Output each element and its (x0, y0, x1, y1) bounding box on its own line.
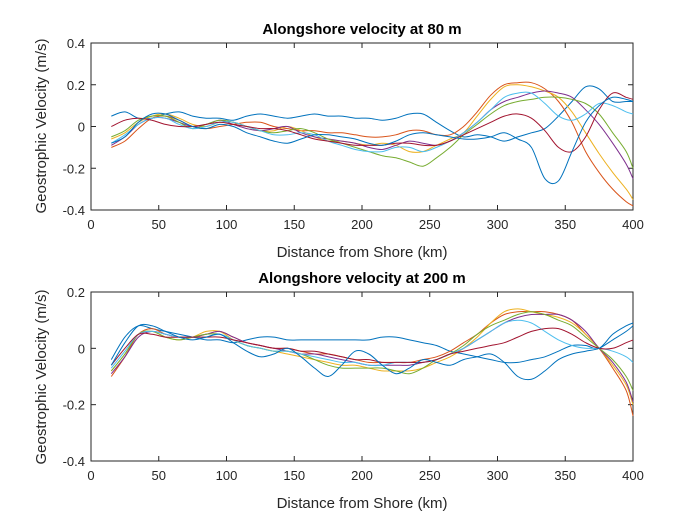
x-axis-label: Distance from Shore (km) (277, 495, 448, 512)
series-line-5 (110, 311, 634, 391)
chart-velocity-80m: Alongshore velocity at 80 m Distance fro… (33, 21, 644, 261)
x-tick-label: 150 (283, 468, 305, 483)
x-tick-label: 200 (351, 468, 373, 483)
y-tick-label: -0.2 (63, 398, 85, 413)
y-tick-label: -0.2 (63, 161, 85, 176)
chart-title: Alongshore velocity at 80 m (262, 21, 461, 38)
series-line-7 (111, 92, 634, 153)
y-tick-label: -0.4 (63, 203, 85, 218)
plot-area (90, 42, 634, 211)
y-axis-label: Geostrophic Velocity (m/s) (33, 289, 50, 464)
y-tick-label: 0.2 (67, 285, 85, 300)
x-tick-label: 250 (419, 217, 441, 232)
x-tick-label: 300 (487, 468, 509, 483)
axis-ticks: 0 50 100 150 200 250 300 350 400 -0.4 -0.2 0 0.2 (63, 285, 644, 483)
plot-area (90, 291, 634, 462)
series-line-7 (110, 327, 634, 366)
x-tick-label: 0 (87, 468, 94, 483)
x-tick-label: 350 (554, 468, 576, 483)
x-tick-label: 50 (152, 468, 166, 483)
chart-title: Alongshore velocity at 200 m (258, 270, 466, 287)
x-axis-label: Distance from Shore (km) (277, 244, 448, 261)
y-tick-label: 0 (78, 341, 85, 356)
series-line-1 (111, 85, 633, 142)
x-tick-label: 400 (622, 468, 644, 483)
series-line-8 (110, 323, 634, 381)
x-tick-label: 150 (283, 217, 305, 232)
y-tick-label: 0.2 (67, 78, 85, 93)
y-axis-label: Geostrophic Velocity (m/s) (33, 38, 50, 213)
y-tick-label: 0.4 (67, 36, 85, 51)
x-tick-label: 400 (622, 217, 644, 232)
series-line-3 (110, 308, 634, 405)
axis-ticks: 0 50 100 150 200 250 300 350 400 -0.4 -0.2 0 0.2 0.4 (63, 36, 644, 232)
series-line-8 (111, 96, 634, 185)
series-group (110, 308, 634, 417)
x-tick-label: 300 (487, 217, 509, 232)
x-tick-label: 350 (554, 217, 576, 232)
x-tick-label: 0 (87, 217, 94, 232)
x-tick-label: 100 (216, 468, 238, 483)
x-tick-label: 250 (419, 468, 441, 483)
y-tick-label: -0.4 (63, 454, 85, 469)
series-line-5 (111, 96, 634, 169)
x-tick-label: 200 (351, 217, 373, 232)
x-tick-label: 50 (152, 217, 166, 232)
y-tick-label: 0 (78, 120, 85, 135)
series-group (111, 81, 634, 207)
x-tick-label: 100 (216, 217, 238, 232)
chart-velocity-200m: Alongshore velocity at 200 m Distance fr… (33, 270, 644, 512)
